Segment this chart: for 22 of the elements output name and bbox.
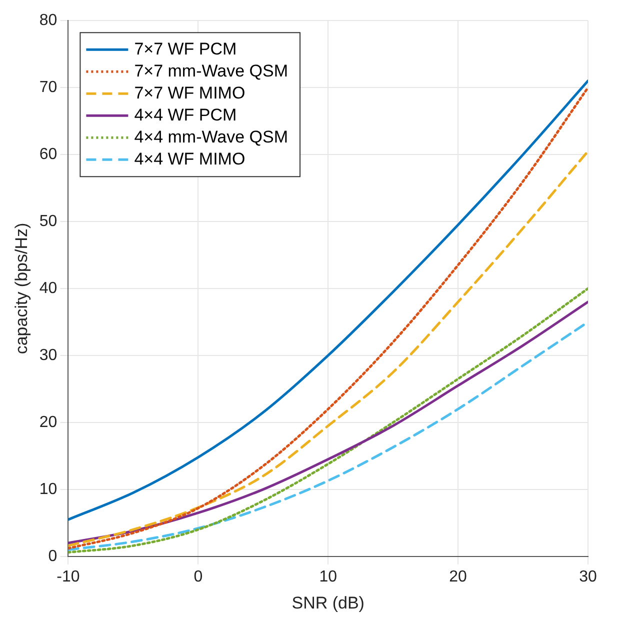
x-tick-label: 30 <box>579 568 597 586</box>
legend-label: 4×4 WF MIMO <box>134 149 246 168</box>
y-tick-label: 20 <box>39 414 58 431</box>
legend-label: 7×7 WF MIMO <box>134 83 246 102</box>
y-tick-label: 0 <box>48 548 58 565</box>
legend-label: 7×7 mm-Wave QSM <box>134 61 288 80</box>
y-axis-title: capacity (bps/Hz) <box>12 222 31 354</box>
x-tick-label: 20 <box>449 568 468 586</box>
y-tick-label: 10 <box>39 480 58 498</box>
x-axis-title: SNR (dB) <box>292 593 364 612</box>
y-tick-label: 80 <box>39 12 58 30</box>
x-tick-label: -10 <box>56 568 80 586</box>
legend-label: 4×4 mm-Wave QSM <box>134 127 288 146</box>
legend-label: 4×4 WF PCM <box>134 105 237 124</box>
y-tick-label: 50 <box>39 212 58 230</box>
y-tick-label: 70 <box>39 78 58 96</box>
legend-label: 7×7 WF PCM <box>134 39 237 58</box>
y-tick-label: 60 <box>39 146 58 163</box>
y-tick-label: 40 <box>39 280 58 297</box>
y-tick-label: 30 <box>39 346 58 364</box>
x-tick-label: 0 <box>194 568 203 586</box>
x-tick-label: 10 <box>319 568 338 586</box>
